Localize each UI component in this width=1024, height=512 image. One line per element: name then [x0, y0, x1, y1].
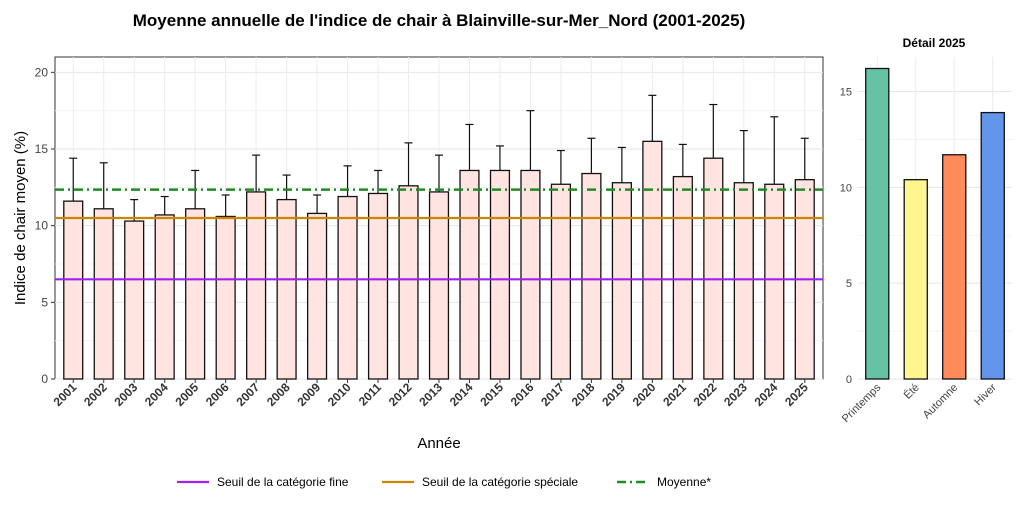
main-x-tick-label: 2006	[203, 380, 232, 409]
side-bar-1	[903, 179, 928, 380]
side-chart-title: Détail 2025	[903, 36, 966, 50]
bar-2012	[398, 185, 419, 380]
side-y-tick-label: 0	[846, 374, 852, 386]
side-y-tick-label: 10	[840, 182, 852, 194]
main-x-tick-label: 2025	[782, 380, 811, 409]
bar-2024	[764, 183, 785, 380]
main-x-tick-label: 2017	[538, 380, 567, 409]
main-y-tick-label: 0	[41, 372, 48, 386]
main-y-tick-label: 5	[41, 295, 48, 309]
legend-label-0: Seuil de la catégorie fine	[217, 475, 349, 489]
main-x-tick-label: 2004	[142, 380, 171, 409]
bar-2009	[306, 212, 328, 380]
side-y-tick-label: 15	[840, 87, 852, 99]
bar-2013	[428, 191, 450, 380]
bar-2008	[276, 198, 297, 380]
legend-label-1: Seuil de la catégorie spéciale	[422, 475, 578, 489]
main-x-tick-label: 2013	[416, 380, 445, 409]
main-x-tick-label: 2022	[691, 380, 720, 409]
bar-2017	[550, 183, 572, 380]
side-bar-3	[980, 111, 1005, 380]
side-bar-0	[865, 67, 890, 380]
bar-2006	[215, 215, 236, 380]
main-x-tick-label: 2024	[752, 380, 781, 409]
main-y-tick-label: 20	[35, 65, 49, 79]
main-x-tick-label: 2014	[447, 380, 476, 409]
main-x-tick-label: 2005	[172, 380, 201, 409]
main-x-tick-label: 2003	[112, 380, 141, 409]
main-x-tick-label: 2007	[233, 380, 262, 409]
main-x-tick-label: 2008	[264, 380, 293, 409]
main-y-tick-label: 10	[35, 219, 49, 233]
main-x-tick-label: 2020	[630, 380, 659, 409]
main-x-axis-label: Année	[417, 435, 460, 452]
side-x-tick-label: Printemps	[840, 381, 884, 425]
main-x-tick-label: 2015	[477, 380, 506, 409]
main-x-tick-label: 2023	[721, 380, 750, 409]
main-chart-title: Moyenne annuelle de l'indice de chair à …	[133, 11, 745, 30]
bar-2018	[581, 172, 602, 380]
main-x-tick-label: 2002	[81, 380, 110, 409]
main-y-axis-label: Indice de chair moyen (%)	[12, 131, 29, 305]
main-x-tick-label: 2009	[294, 380, 323, 409]
bar-2021	[672, 175, 693, 380]
main-x-tick-label: 2011	[356, 380, 385, 409]
bar-2010	[337, 195, 358, 380]
side-bar-2	[942, 154, 967, 380]
bar-2011	[367, 192, 389, 380]
main-x-tick-label: 2018	[569, 380, 598, 409]
side-x-tick-label: Été	[901, 381, 922, 402]
main-x-tick-label: 2019	[599, 380, 628, 409]
bar-2020	[642, 140, 663, 380]
bar-2015	[489, 169, 511, 380]
legend-label-2: Moyenne*	[657, 475, 711, 489]
main-x-tick-label: 2010	[325, 380, 354, 409]
bar-2004	[154, 214, 175, 380]
bar-2001	[63, 200, 84, 380]
side-x-tick-label: Automne	[921, 382, 961, 422]
main-x-tick-label: 2016	[508, 380, 537, 409]
main-x-tick-label: 2001	[51, 380, 80, 409]
side-x-tick-label: Hiver	[972, 381, 999, 408]
main-x-tick-label: 2012	[386, 380, 415, 409]
bar-2016	[520, 169, 541, 380]
bar-2005	[185, 208, 206, 380]
bar-2014	[459, 169, 480, 380]
bar-2022	[703, 157, 724, 380]
bar-2003	[124, 220, 145, 380]
bar-2023	[733, 182, 754, 380]
bar-2019	[611, 182, 632, 380]
bar-2002	[93, 208, 114, 380]
main-x-tick-label: 2021	[660, 380, 689, 409]
side-y-tick-label: 5	[846, 278, 852, 290]
bar-2007	[246, 191, 267, 380]
main-y-tick-label: 15	[35, 142, 49, 156]
